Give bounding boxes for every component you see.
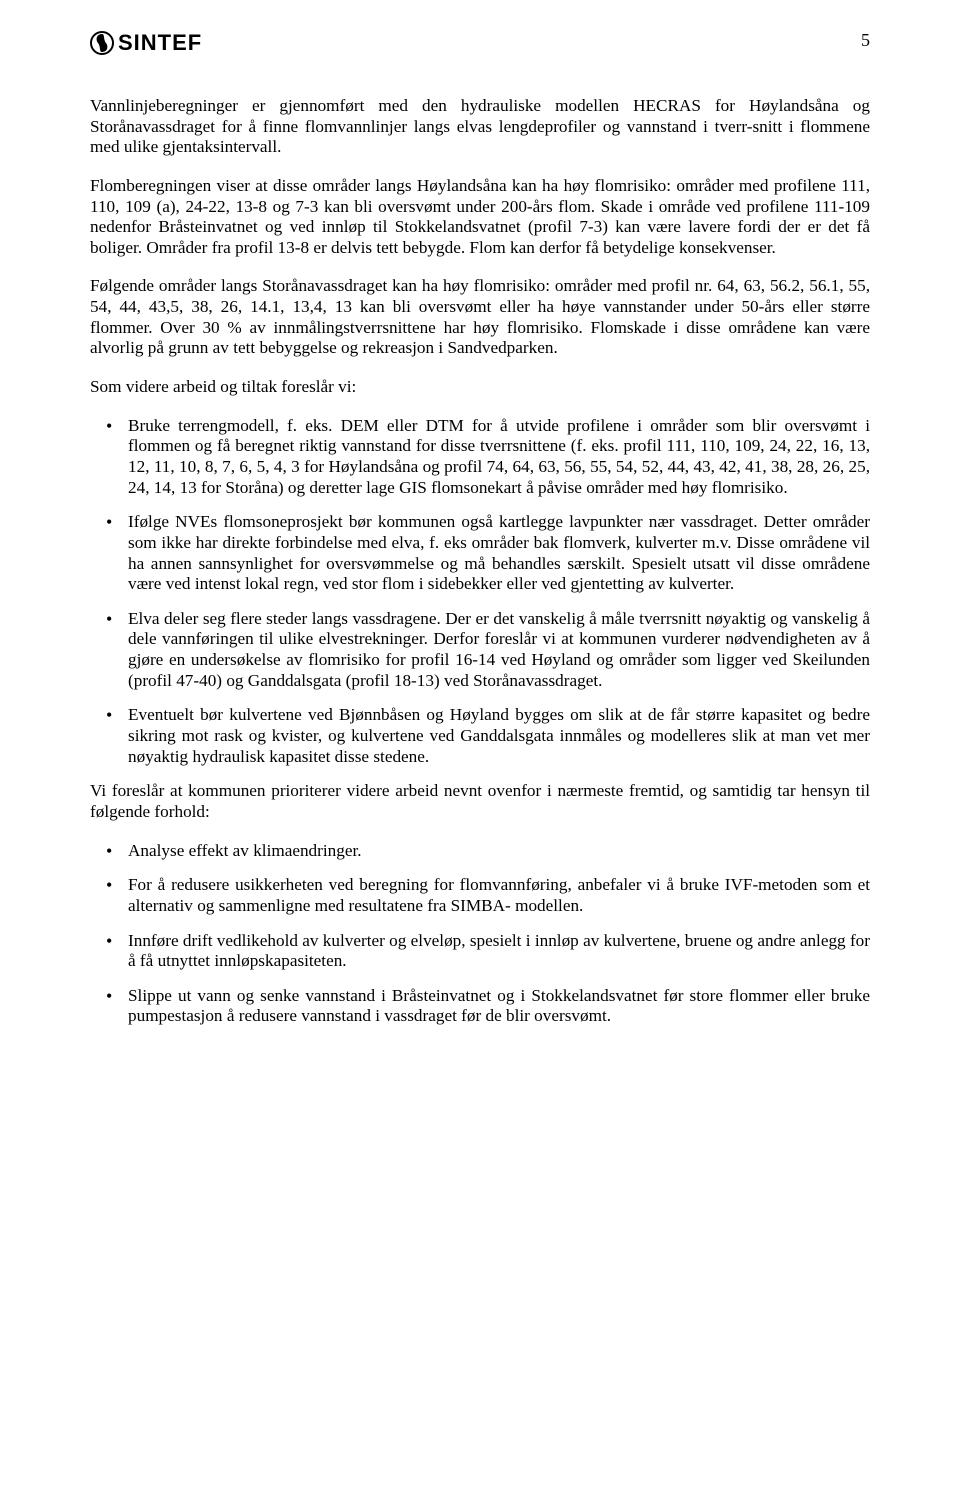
page-number: 5	[861, 30, 870, 51]
bullet-list: Analyse effekt av klimaendringer. For å …	[90, 841, 870, 1027]
sintef-logo-icon	[90, 31, 114, 55]
paragraph: Som videre arbeid og tiltak foreslår vi:	[90, 377, 870, 398]
list-item: Bruke terrengmodell, f. eks. DEM eller D…	[128, 416, 870, 499]
list-item: Slippe ut vann og senke vannstand i Brås…	[128, 986, 870, 1027]
bullet-list: Bruke terrengmodell, f. eks. DEM eller D…	[90, 416, 870, 768]
list-item: Analyse effekt av klimaendringer.	[128, 841, 870, 862]
paragraph: Flomberegningen viser at disse områder l…	[90, 176, 870, 259]
logo-text: SINTEF	[118, 30, 202, 56]
paragraph: Vi foreslår at kommunen prioriterer vide…	[90, 781, 870, 822]
list-item: Elva deler seg flere steder langs vassdr…	[128, 609, 870, 692]
document-body: Vannlinjeberegninger er gjennomført med …	[90, 96, 870, 1027]
logo: SINTEF	[90, 30, 202, 56]
list-item: Eventuelt bør kulvertene ved Bjønnbåsen …	[128, 705, 870, 767]
list-item: Innføre drift vedlikehold av kulverter o…	[128, 931, 870, 972]
paragraph: Vannlinjeberegninger er gjennomført med …	[90, 96, 870, 158]
list-item: Ifølge NVEs flomsoneprosjekt bør kommune…	[128, 512, 870, 595]
list-item: For å redusere usikkerheten ved beregnin…	[128, 875, 870, 916]
page-header: SINTEF 5	[90, 30, 870, 56]
paragraph: Følgende områder langs Storånavassdraget…	[90, 276, 870, 359]
